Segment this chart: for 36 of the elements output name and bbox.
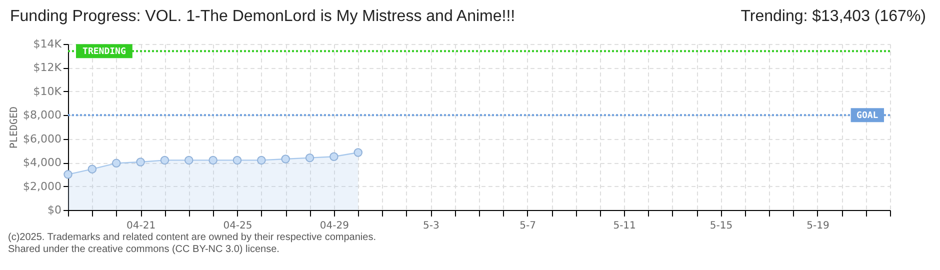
- x-tick-label: 04-21: [126, 220, 156, 232]
- x-tick-label: 5-15: [710, 220, 733, 232]
- y-tick-label: $2,000: [23, 180, 62, 193]
- y-tick-label: $4,000: [23, 156, 62, 170]
- y-axis-title: PLEDGED: [9, 106, 20, 149]
- x-tick-label: 5-19: [806, 220, 830, 232]
- text: (c)2025. Trademarks and related content are owned by their respective companies.: [8, 232, 377, 244]
- chart-title: Funding Progress: VOL. 1-The DemonLord is My Mistress and Anime!!!: [10, 8, 516, 27]
- y-tick-label: $8,000: [23, 108, 62, 122]
- point: [354, 148, 362, 157]
- point: [64, 170, 72, 179]
- point: [136, 158, 145, 166]
- y-tick-label: $14K: [33, 38, 62, 50]
- point: [160, 156, 170, 165]
- point: [208, 156, 218, 165]
- ref-line-label: TRENDING: [82, 47, 126, 58]
- chart-subtitle: Trending: $13,403 (167%): [740, 8, 926, 27]
- text: Shared under the creative commons (CC BY-NC 3.0) license.: [8, 244, 280, 256]
- x-tick-label: 5-7: [520, 220, 536, 232]
- point: [184, 156, 194, 165]
- x-tick-label: 5-3: [422, 220, 440, 232]
- point: [257, 156, 266, 165]
- y-tick-label: $12K: [33, 61, 62, 74]
- point: [232, 156, 242, 165]
- x-tick-label: 5-11: [613, 220, 636, 232]
- y-tick-label: $0: [48, 204, 62, 216]
- y-tick-label: $6,000: [23, 132, 62, 146]
- ref-line-label: GOAL: [856, 111, 879, 122]
- point: [305, 153, 314, 162]
- x-tick-label: 04-25: [223, 220, 252, 232]
- x-tick-label: 04-29: [320, 220, 349, 232]
- point: [88, 164, 97, 174]
- y-tick-label: $10K: [33, 84, 62, 98]
- point: [112, 158, 121, 168]
- point: [330, 152, 338, 162]
- point: [281, 154, 290, 164]
